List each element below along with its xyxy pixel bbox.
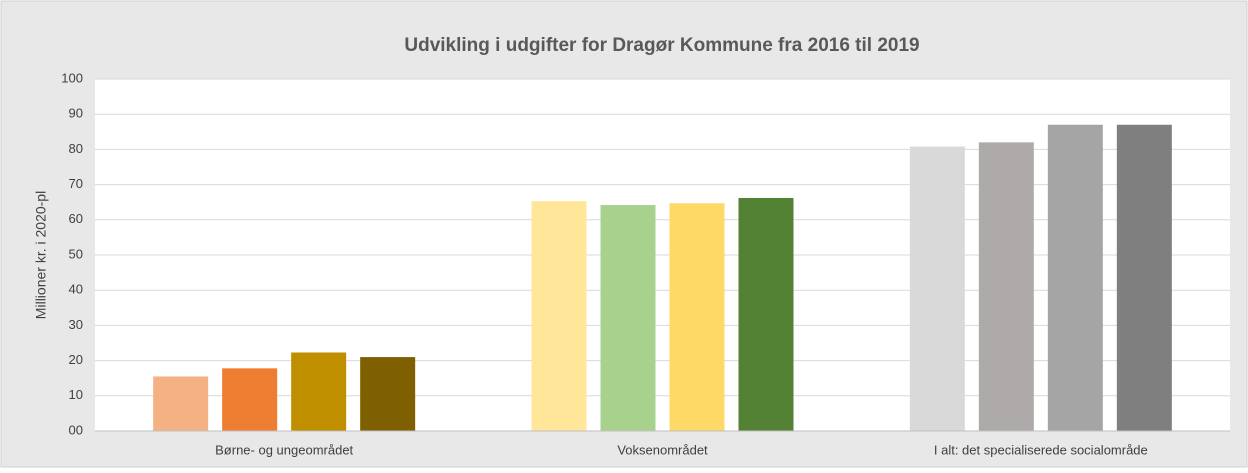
y-tick-label: 80 <box>69 141 83 156</box>
y-tick-label: 100 <box>61 70 83 85</box>
y-tick-label: 30 <box>69 317 83 332</box>
y-axis-label: Millioner kr. i 2020-pl <box>33 191 49 319</box>
y-tick-label: 00 <box>69 422 83 437</box>
bar <box>600 205 656 431</box>
y-tick-label: 40 <box>69 282 83 297</box>
bar <box>291 352 347 431</box>
y-tick-label: 60 <box>69 211 83 226</box>
bar <box>222 368 278 431</box>
bar <box>978 142 1034 432</box>
bar <box>1047 124 1103 431</box>
y-tick-label: 20 <box>69 352 83 367</box>
x-tick-label: Voksenområdet <box>617 442 708 457</box>
bar <box>909 146 965 432</box>
y-tick-label: 10 <box>69 387 83 402</box>
bar <box>1116 124 1172 431</box>
y-tick-label: 50 <box>69 246 83 261</box>
x-tick-label: I alt: det specialiserede socialområde <box>934 442 1148 457</box>
y-tick-label: 70 <box>69 176 83 191</box>
bar <box>153 376 209 431</box>
bar <box>360 357 416 431</box>
x-tick-label: Børne- og ungeområdet <box>215 442 353 457</box>
chart-title: Udvikling i udgifter for Dragør Kommune … <box>404 35 919 56</box>
bar <box>531 201 587 431</box>
bar <box>738 197 794 431</box>
y-tick-label: 90 <box>69 106 83 121</box>
bar <box>669 203 725 431</box>
